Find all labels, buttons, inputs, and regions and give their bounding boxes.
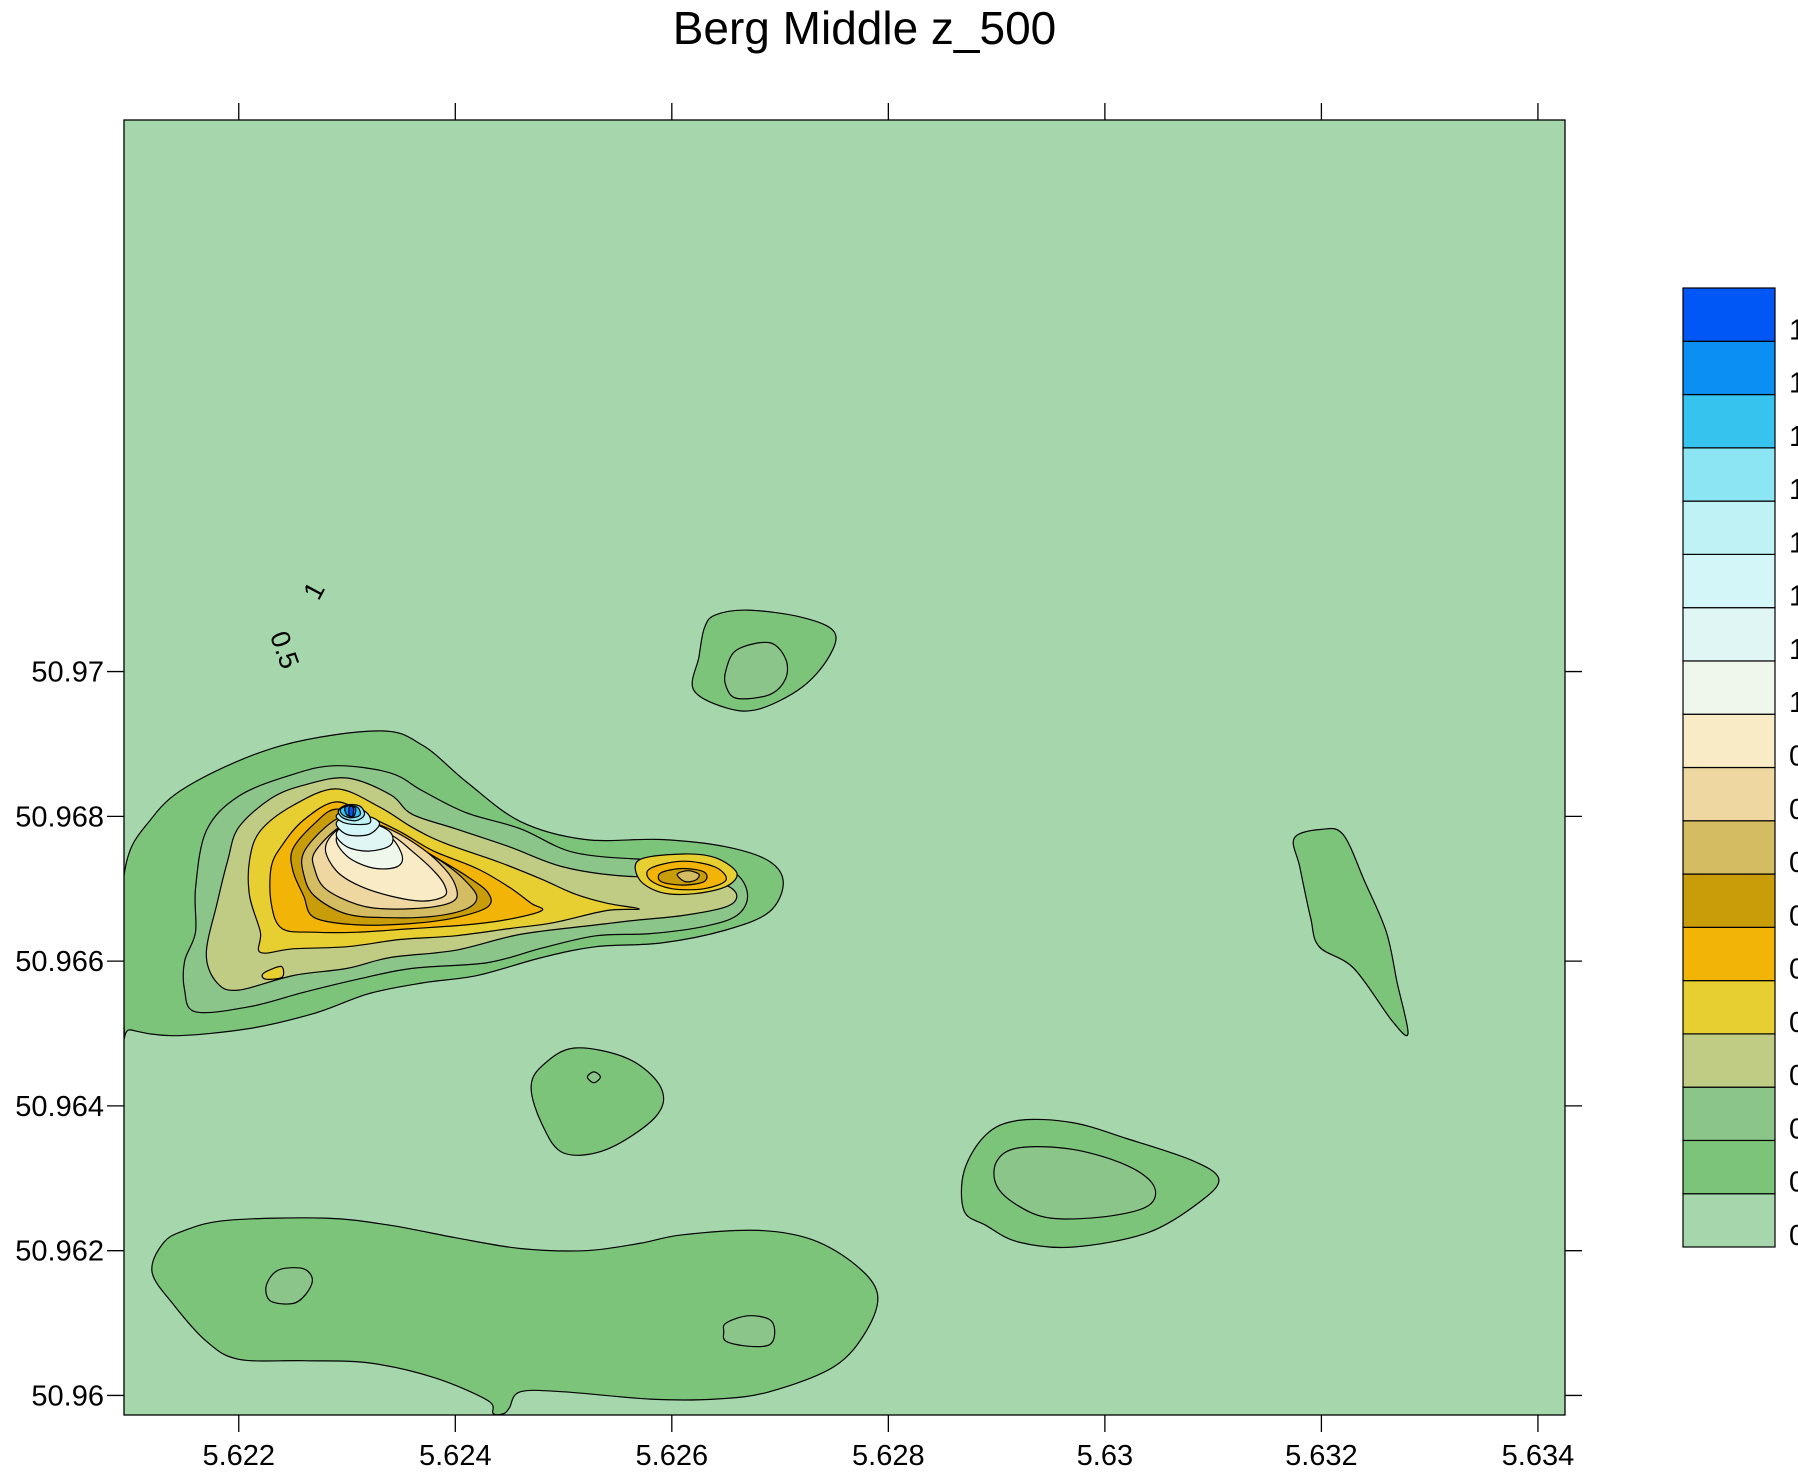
legend-swatch xyxy=(1682,926,1776,982)
legend-label: 1.2 xyxy=(1789,581,1798,613)
y-tick-label: 50.964 xyxy=(15,1091,104,1123)
contour-region-0-2-31 xyxy=(722,1315,776,1348)
legend-swatch xyxy=(1682,873,1776,928)
legend-swatch xyxy=(1682,980,1776,1035)
legend-label: 0.9 xyxy=(1789,741,1798,773)
y-tick-label: 50.96 xyxy=(31,1380,104,1412)
contour-region-0-2-23 xyxy=(723,641,789,700)
x-tick-label: 5.624 xyxy=(419,1440,492,1472)
legend-swatch xyxy=(1682,447,1776,502)
x-tick-label: 5.622 xyxy=(202,1440,275,1472)
contour-region-0-2-30 xyxy=(265,1267,314,1305)
legend-label: 1 xyxy=(1789,687,1798,719)
x-axis: 5.622 5.624 5.626 5.628 5.63 5.632 5.634 xyxy=(202,103,1574,1472)
y-tick-label: 50.968 xyxy=(15,801,104,833)
legend-swatch xyxy=(1682,1193,1776,1248)
plot-frame xyxy=(123,119,1566,1416)
legend-label: 1.7 xyxy=(1789,314,1798,346)
legend-label: 0.2 xyxy=(1789,1113,1798,1145)
chart-title: Berg Middle z_500 xyxy=(673,2,1057,54)
legend-swatch xyxy=(1682,713,1776,769)
x-tick-label: 5.632 xyxy=(1285,1440,1358,1472)
legend-swatch xyxy=(1682,553,1776,609)
contour-region-0-2-28 xyxy=(993,1146,1157,1220)
legend-swatch xyxy=(1682,660,1776,715)
legend-label: 1.4 xyxy=(1789,474,1798,506)
legend-swatch xyxy=(1682,287,1776,342)
legend-label: 1.6 xyxy=(1789,368,1798,400)
legend-label: 0.8 xyxy=(1789,794,1798,826)
y-axis: 50.96 50.962 50.964 50.966 50.968 50.97 xyxy=(15,657,1582,1412)
legend-swatch xyxy=(1682,340,1776,396)
legend-swatch xyxy=(1682,607,1776,662)
color-legend: 0 0.1 0.2 0.3 0.4 0.5 0.6 0.7 0.8 0.9 1 1.1 1.2 1.3 1.… xyxy=(1682,287,1798,1252)
contour-region-0-7-20 xyxy=(676,870,700,883)
legend-label: 0.3 xyxy=(1789,1060,1798,1092)
y-tick-label: 50.962 xyxy=(15,1236,104,1268)
legend-swatch xyxy=(1682,393,1776,449)
contour-regions xyxy=(124,609,1409,1415)
contour-region-1-7-16 xyxy=(348,805,355,818)
legend-label: 0.6 xyxy=(1789,900,1798,932)
x-tick-label: 5.626 xyxy=(636,1440,709,1472)
legend-label: 0 xyxy=(1789,1220,1798,1252)
x-tick-label: 5.628 xyxy=(852,1440,925,1472)
legend-swatch xyxy=(1682,1139,1776,1195)
legend-label: 0.1 xyxy=(1789,1167,1798,1199)
x-tick-label: 5.63 xyxy=(1077,1440,1133,1472)
legend-swatch xyxy=(1682,820,1776,875)
legend-swatch xyxy=(1682,766,1776,822)
legend-label: 0.5 xyxy=(1789,954,1798,986)
x-tick-label: 5.634 xyxy=(1502,1440,1575,1472)
contour-region-0-2-26 xyxy=(586,1071,601,1084)
contour-region-0-1-24 xyxy=(1292,827,1409,1037)
contour-region-0-1-25 xyxy=(530,1047,665,1156)
legend-label: 1.1 xyxy=(1789,634,1798,666)
contour-region-0-1-29 xyxy=(151,1217,879,1415)
y-tick-label: 50.97 xyxy=(31,657,104,689)
contour-region-0-4-21 xyxy=(261,965,285,980)
legend-swatch xyxy=(1682,1033,1776,1088)
legend-label: 1.3 xyxy=(1789,527,1798,559)
legend-label: 0.4 xyxy=(1789,1007,1798,1039)
legend-swatch xyxy=(1682,1086,1776,1142)
legend-swatch xyxy=(1682,500,1776,555)
legend-label: 0.7 xyxy=(1789,847,1798,879)
legend-label: 1.5 xyxy=(1789,421,1798,453)
y-tick-label: 50.966 xyxy=(15,946,104,978)
